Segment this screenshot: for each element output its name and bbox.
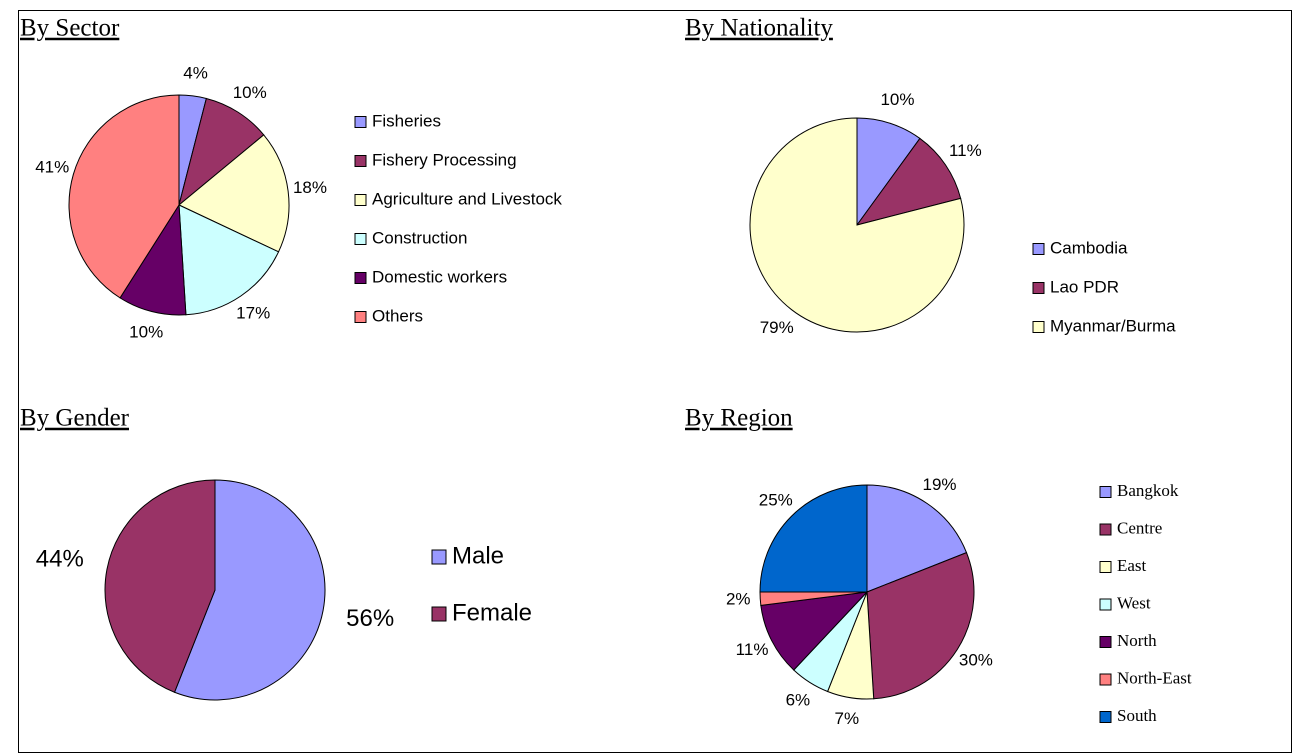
legend-swatch [1032,243,1045,255]
legend-label: East [1117,556,1147,575]
legend-swatch [354,272,367,284]
data-label: 10% [880,90,914,109]
data-label: 56% [346,605,394,632]
data-label: 41% [35,158,69,177]
legend-swatch [354,116,367,128]
legend-label: Cambodia [1050,238,1128,257]
legend-swatch [1099,486,1112,498]
pie-slice [759,484,868,593]
legend-label: North [1117,631,1157,650]
data-label: 2% [726,590,751,609]
data-label: 30% [959,651,993,670]
pie-slice [866,484,968,593]
legend-label: West [1117,593,1151,612]
legend-swatch [431,606,447,622]
data-label: 4% [183,64,208,83]
pie-slice [749,117,965,333]
legend-swatch [1099,598,1112,611]
legend-swatch [1099,523,1112,536]
data-label: 6% [786,690,811,709]
chart-title: By Nationality [685,15,833,42]
legend-label: Centre [1117,518,1162,537]
legend-label: Fishery Processing [372,150,517,169]
legend-label: Fisheries [372,111,441,130]
legend-swatch [354,233,367,245]
legend-label: Domestic workers [372,267,507,286]
data-label: 17% [236,304,270,323]
legend-label: Others [372,306,423,325]
pie-slice [104,479,216,693]
legend-label: Agriculture and Livestock [372,189,562,208]
legend-swatch [1099,636,1112,648]
pie-slice [178,134,290,253]
chart-title: By Gender [20,405,130,432]
legend-label: Myanmar/Burma [1050,316,1176,335]
data-label: 44% [36,546,84,573]
pie-slice [68,94,180,299]
legend-swatch [1032,282,1045,294]
legend-label: Bangkok [1117,481,1179,500]
legend-swatch [1099,711,1112,723]
pie-slice [178,204,280,316]
legend-swatch [354,311,367,323]
legend-label: South [1117,706,1157,725]
legend-swatch [1099,561,1112,573]
legend-swatch [1032,321,1045,333]
data-label: 10% [233,83,267,102]
pie-slice [760,591,869,671]
data-label: 79% [760,318,794,337]
legend-swatch [354,155,367,167]
chart-title: By Region [685,405,793,432]
legend-swatch [431,549,447,565]
legend-label: Female [452,599,532,626]
data-label: 19% [922,475,956,494]
data-label: 25% [759,490,793,509]
data-label: 11% [949,141,982,160]
pie-slice [855,137,962,226]
legend-swatch [354,194,367,206]
pie-slice [866,551,975,700]
legend-label: Construction [372,228,467,247]
pie-slice [173,479,326,701]
legend-swatch [1099,673,1112,686]
chart-title: By Sector [20,15,120,42]
legend-label: North-East [1117,668,1192,687]
data-label: 10% [129,322,163,341]
data-label: 18% [293,178,327,197]
data-label: 11% [736,640,769,659]
legend-label: Male [452,542,504,569]
data-label: 7% [835,709,860,728]
legend-label: Lao PDR [1050,277,1119,296]
